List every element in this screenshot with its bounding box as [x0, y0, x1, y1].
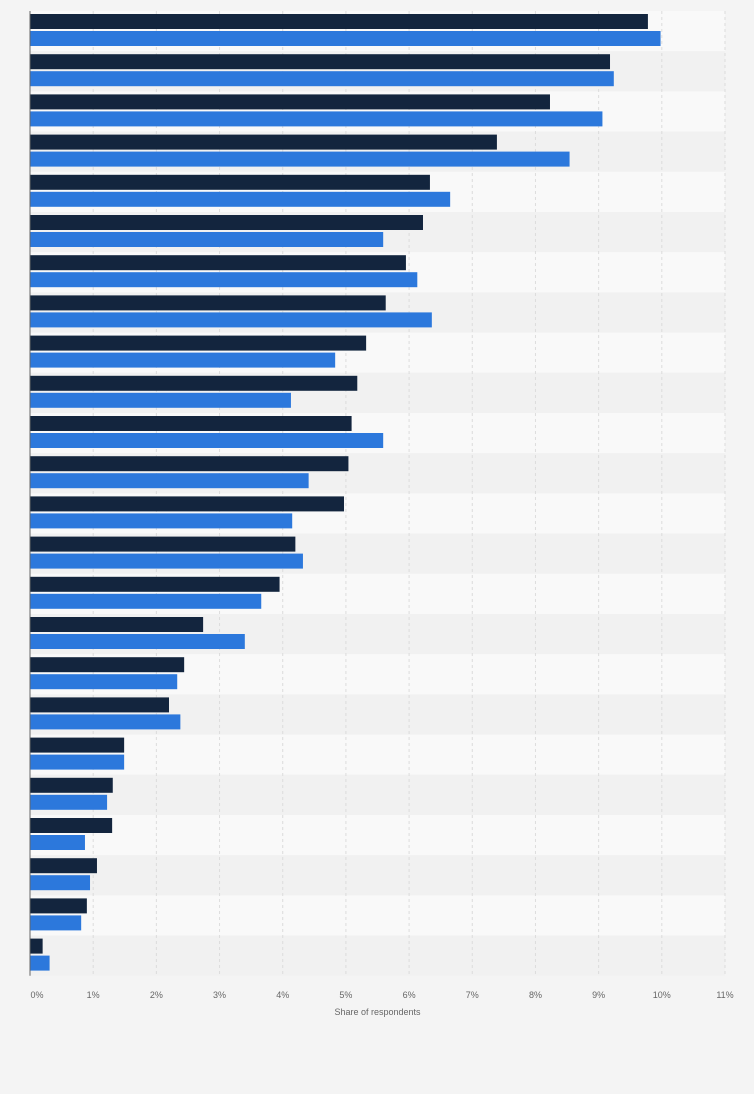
row-band [30, 935, 725, 976]
x-tick-label: 6% [403, 990, 416, 1000]
bar-series-1[interactable] [30, 134, 497, 150]
bar-series-2[interactable] [30, 553, 303, 569]
gridlines [92, 11, 726, 976]
x-tick-label: 8% [529, 990, 542, 1000]
x-tick-label: 10% [653, 990, 671, 1000]
bar-series-1[interactable] [30, 697, 169, 713]
bar-series-1[interactable] [30, 335, 367, 351]
bar-series-1[interactable] [30, 174, 430, 190]
bar-series-2[interactable] [30, 835, 85, 850]
bar-series-1[interactable] [30, 375, 358, 391]
x-tick-label: 11% [716, 990, 733, 1000]
bar-series-2[interactable] [30, 433, 384, 448]
x-tick-label: 2% [150, 990, 163, 1000]
bar-series-2[interactable] [30, 593, 262, 609]
bar-series-1[interactable] [30, 54, 611, 70]
bar-series-2[interactable] [30, 875, 91, 891]
bars [30, 14, 661, 971]
bar-series-2[interactable] [30, 31, 661, 46]
bar-series-2[interactable] [30, 634, 245, 649]
bar-series-1[interactable] [30, 536, 296, 552]
bar-series-2[interactable] [30, 71, 614, 87]
x-axis-ticks: 0% 1% 2% 3% 4% 5% 6% 7% 8% 9% 10% 11% [30, 990, 733, 1000]
x-tick-label: 7% [466, 990, 479, 1000]
x-tick-label: 4% [276, 990, 289, 1000]
bar-series-1[interactable] [30, 215, 423, 230]
bar-series-2[interactable] [30, 191, 451, 207]
bar-series-1[interactable] [30, 898, 87, 914]
bar-series-2[interactable] [30, 111, 603, 127]
bar-series-2[interactable] [30, 674, 178, 690]
x-tick-label: 5% [339, 990, 352, 1000]
bar-series-1[interactable] [30, 617, 204, 632]
bar-series-2[interactable] [30, 392, 291, 408]
bar-series-2[interactable] [30, 473, 309, 489]
x-axis-label: Share of respondents [334, 1007, 421, 1017]
bar-series-1[interactable] [30, 94, 550, 110]
bar-series-2[interactable] [30, 272, 418, 288]
bar-series-1[interactable] [30, 416, 352, 431]
row-band [30, 855, 725, 896]
bar-series-1[interactable] [30, 456, 349, 472]
bar-series-1[interactable] [30, 818, 113, 833]
bar-series-2[interactable] [30, 915, 82, 931]
row-band [30, 734, 725, 775]
bar-series-1[interactable] [30, 657, 185, 673]
bar-series-1[interactable] [30, 938, 43, 954]
bar-series-2[interactable] [30, 151, 570, 167]
bar-series-2[interactable] [30, 232, 384, 247]
x-tick-label: 0% [30, 990, 43, 1000]
bar-series-1[interactable] [30, 858, 97, 874]
bar-series-2[interactable] [30, 794, 108, 810]
row-band [30, 774, 725, 815]
row-band [30, 815, 725, 856]
x-tick-label: 3% [213, 990, 226, 1000]
bar-series-1[interactable] [30, 576, 280, 592]
bar-series-1[interactable] [30, 777, 113, 793]
bar-series-2[interactable] [30, 352, 336, 368]
bar-series-2[interactable] [30, 714, 181, 730]
x-tick-label: 9% [592, 990, 605, 1000]
bar-series-2[interactable] [30, 312, 432, 328]
bar-series-1[interactable] [30, 14, 648, 29]
row-band [30, 895, 725, 936]
bar-series-2[interactable] [30, 955, 50, 971]
bar-series-1[interactable] [30, 255, 406, 271]
bar-series-1[interactable] [30, 496, 345, 512]
x-tick-label: 1% [87, 990, 100, 1000]
bar-series-1[interactable] [30, 737, 125, 753]
bar-series-2[interactable] [30, 754, 125, 770]
bar-series-2[interactable] [30, 513, 293, 529]
bar-series-1[interactable] [30, 295, 386, 311]
